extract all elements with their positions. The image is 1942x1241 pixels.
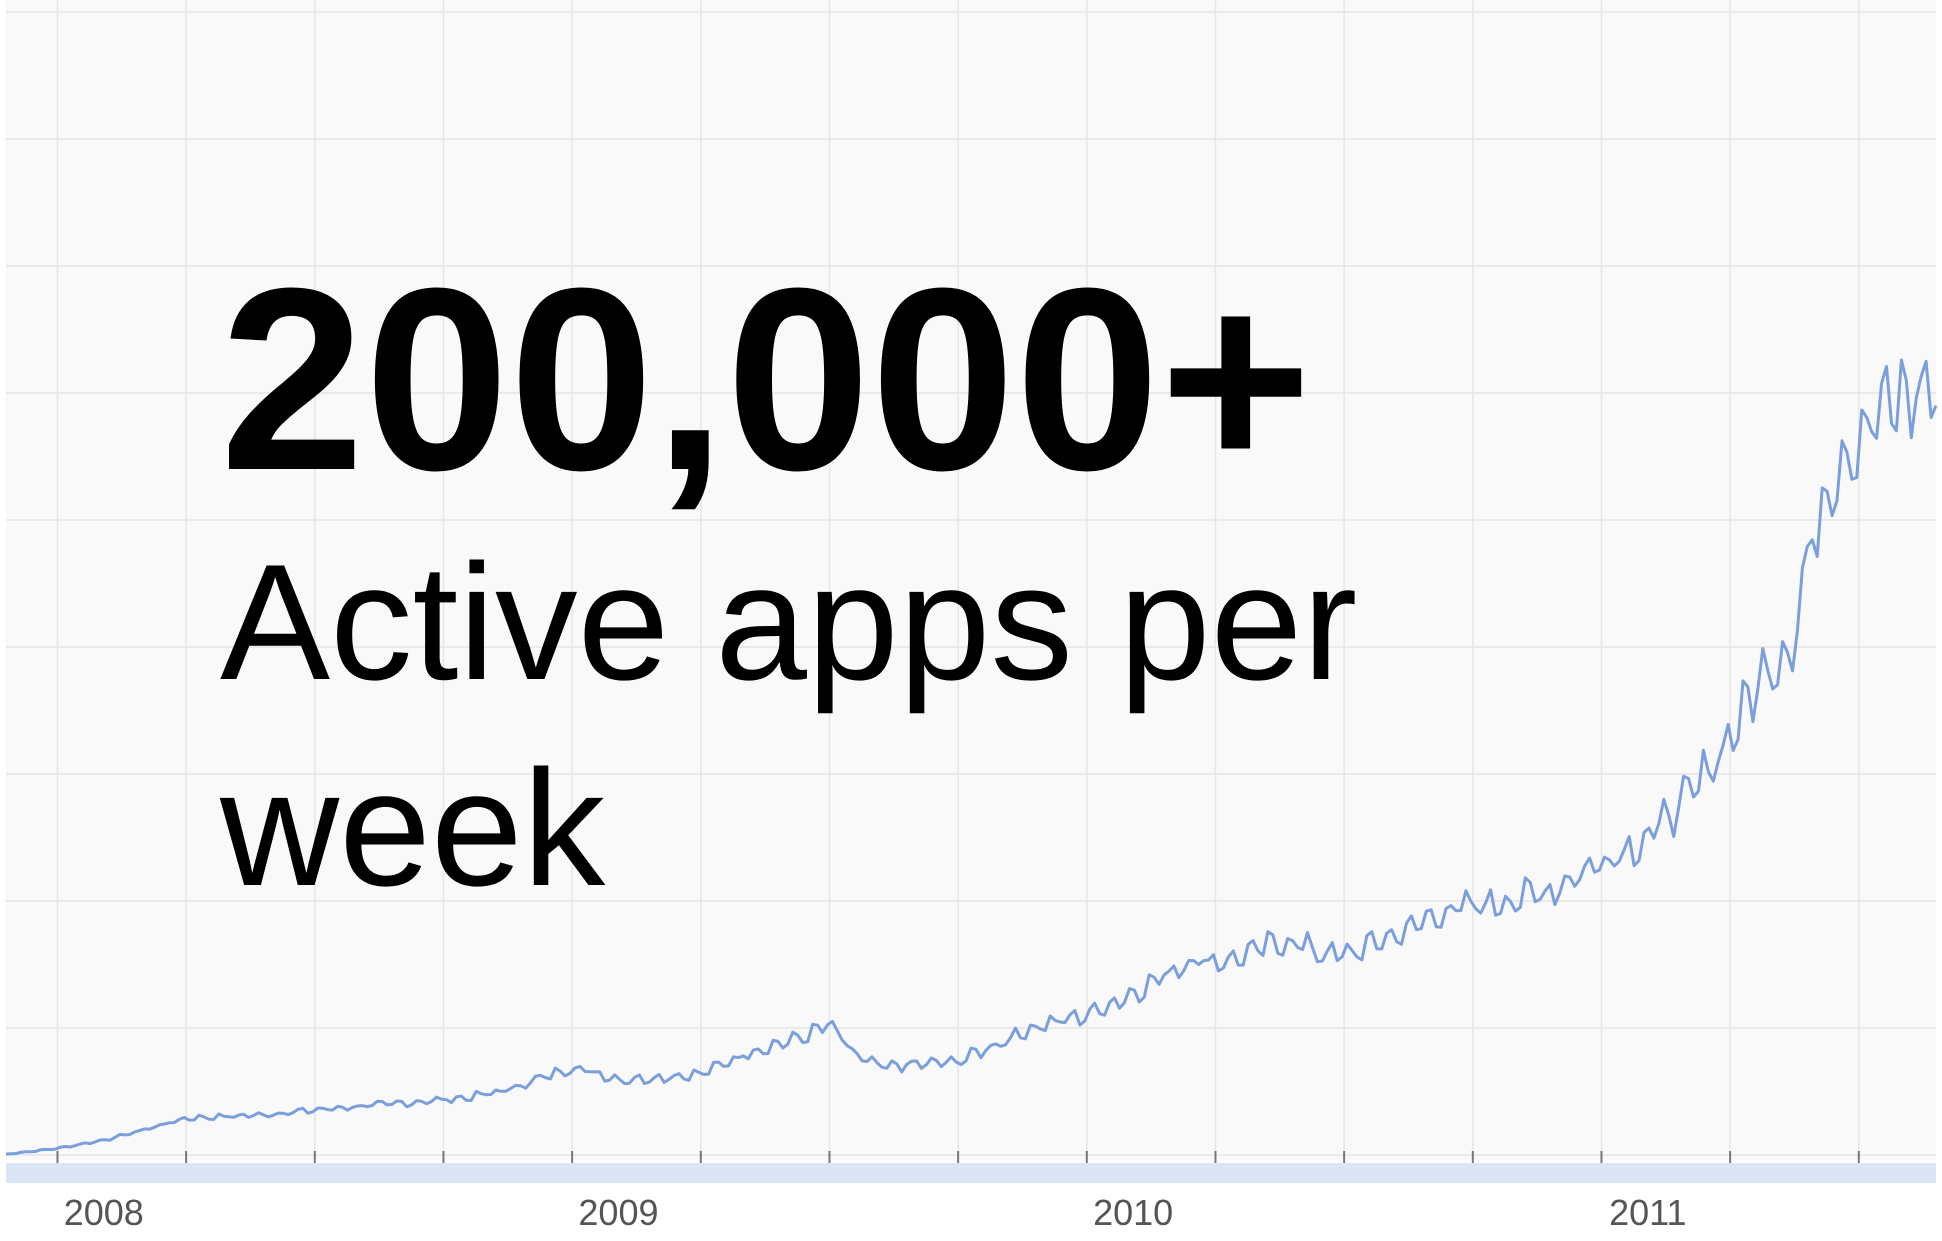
plot-background	[6, 0, 1936, 1160]
subline-text-continued: week	[220, 736, 606, 920]
headline-stat: 200,000+	[220, 235, 1312, 525]
baseline-band	[6, 1163, 1936, 1183]
subline-text: Active apps per	[220, 530, 1358, 714]
x-tick-label: 2008	[64, 1192, 144, 1233]
x-tick-label: 2009	[578, 1192, 658, 1233]
x-tick-label: 2010	[1093, 1192, 1173, 1233]
x-tick-label: 2011	[1609, 1192, 1686, 1233]
series-line	[5, 358, 1938, 1156]
